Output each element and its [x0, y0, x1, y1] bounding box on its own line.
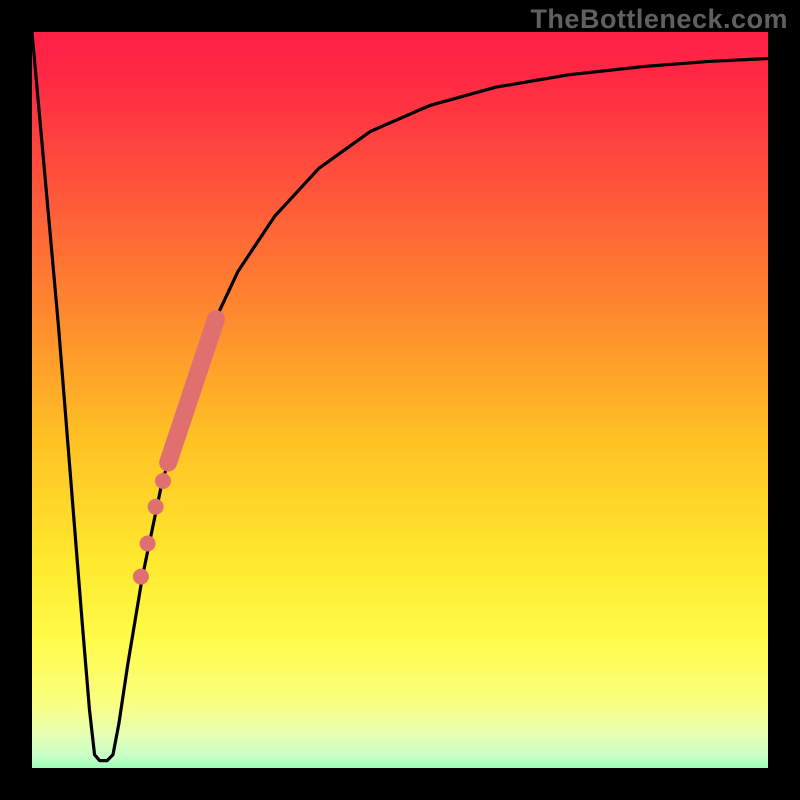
performance-curve [32, 32, 768, 761]
highlight-dot [155, 473, 171, 489]
chart-svg [0, 0, 800, 800]
highlight-dot [140, 536, 156, 552]
highlight-band [168, 319, 216, 463]
highlight-dot [133, 569, 149, 585]
watermark-label: TheBottleneck.com [530, 4, 788, 35]
chart-container: TheBottleneck.com [0, 0, 800, 800]
highlight-dot [148, 499, 164, 515]
